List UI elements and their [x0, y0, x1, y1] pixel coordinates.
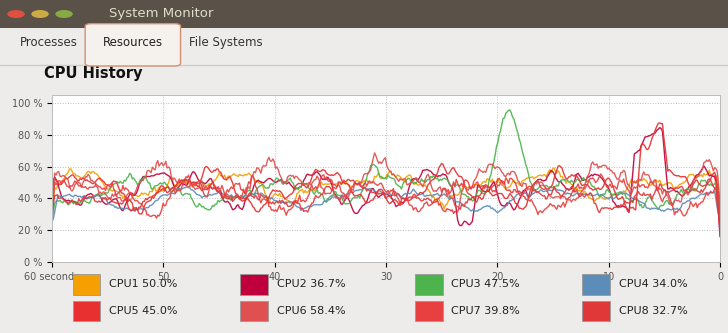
Text: CPU8 32.7%: CPU8 32.7%	[619, 306, 687, 316]
Text: Resources: Resources	[103, 36, 163, 49]
Text: CPU4 34.0%: CPU4 34.0%	[619, 279, 687, 289]
Text: CPU3 47.5%: CPU3 47.5%	[451, 279, 520, 289]
Text: Processes: Processes	[20, 36, 78, 49]
Text: CPU7 39.8%: CPU7 39.8%	[451, 306, 520, 316]
Text: File Systems: File Systems	[189, 36, 263, 49]
Text: CPU5 45.0%: CPU5 45.0%	[109, 306, 178, 316]
Text: CPU History: CPU History	[44, 66, 142, 81]
Text: CPU6 58.4%: CPU6 58.4%	[277, 306, 345, 316]
Text: System Monitor: System Monitor	[109, 8, 213, 21]
Text: CPU1 50.0%: CPU1 50.0%	[109, 279, 178, 289]
Text: CPU2 36.7%: CPU2 36.7%	[277, 279, 345, 289]
